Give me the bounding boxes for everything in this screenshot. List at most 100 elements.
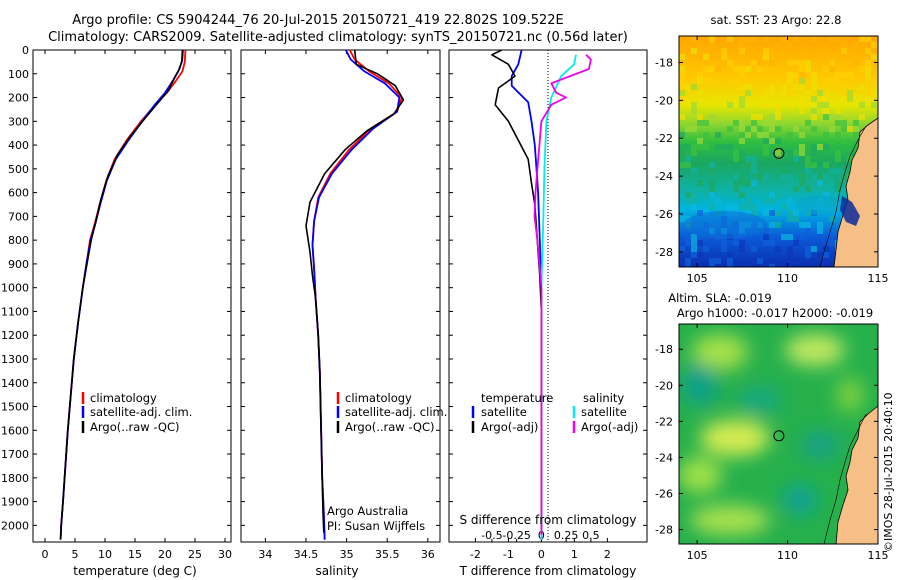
sst-pixel [679, 132, 685, 138]
sst-pixel [757, 66, 763, 72]
sst-pixel [757, 60, 763, 66]
sst-pixel [865, 36, 871, 42]
sst-pixel [799, 72, 805, 78]
sst-pixel [799, 180, 805, 186]
sst-pixel [685, 84, 691, 90]
sst-pixel [727, 144, 733, 150]
difference-s-label: S difference from climatology [460, 513, 637, 527]
sst-pixel [841, 138, 847, 144]
sst-pixel [853, 132, 859, 138]
sst-pixel [769, 210, 775, 216]
sst-argo-position-marker [773, 147, 785, 159]
sst-pixel [679, 84, 685, 90]
sst-pixel [823, 246, 829, 252]
sst-pixel [835, 186, 841, 192]
sst-pixel [745, 36, 751, 42]
sst-pixel [793, 36, 799, 42]
sst-pixel [787, 210, 793, 216]
sst-pixel [793, 210, 799, 216]
sst-pixel [835, 36, 841, 42]
sst-pixel [787, 90, 793, 96]
sst-pixel [739, 138, 745, 144]
sst-pixel [679, 264, 685, 267]
sst-pixel [853, 42, 859, 48]
map-lat-label: -18 [655, 343, 673, 356]
sst-pixel [763, 234, 769, 240]
sst-pixel [691, 150, 697, 156]
sst-pixel [823, 252, 829, 258]
sst-pixel [733, 240, 739, 246]
depth-tick-label: 500 [8, 163, 29, 176]
sst-pixel [853, 48, 859, 54]
map-lon-label: 110 [777, 272, 798, 285]
depth-tick-label: 1700 [1, 448, 29, 461]
sst-pixel [691, 258, 697, 264]
sla-map-title: Altim. SLA: -0.019 [668, 291, 772, 305]
map-lat-label: -24 [655, 170, 673, 183]
sst-pixel [763, 90, 769, 96]
sst-pixel [817, 144, 823, 150]
sst-pixel [859, 36, 865, 42]
sst-pixel [739, 150, 745, 156]
difference-legend-targo-label: Argo(-adj) [481, 420, 538, 434]
sst-pixel [769, 120, 775, 126]
s-tick-label: 0.5 [582, 529, 600, 542]
sst-pixel [841, 120, 847, 126]
sst-pixel [733, 264, 739, 267]
sst-pixel [715, 132, 721, 138]
sst-pixel [769, 90, 775, 96]
sst-pixel [751, 114, 757, 120]
series-0-0 [59, 49, 187, 540]
sst-pixel [775, 246, 781, 252]
depth-tick-label: 1100 [1, 305, 29, 318]
sst-pixel [871, 102, 877, 108]
sst-pixel [865, 72, 871, 78]
sst-pixel [811, 114, 817, 120]
sst-pixel [799, 222, 805, 228]
sst-pixel [691, 102, 697, 108]
t-tick-label: -2 [470, 548, 481, 561]
map-lat-label: -28 [655, 246, 673, 259]
sst-pixel [817, 84, 823, 90]
sst-pixel [799, 156, 805, 162]
sst-pixel [841, 96, 847, 102]
sst-pixel [811, 258, 817, 264]
t-tick-label: 2 [604, 548, 611, 561]
sst-pixel [865, 90, 871, 96]
sst-pixel [697, 120, 703, 126]
sst-pixel [763, 210, 769, 216]
sst-pixel [805, 186, 811, 192]
sst-pixel [811, 150, 817, 156]
sst-pixel [739, 36, 745, 42]
sst-pixel [793, 186, 799, 192]
sst-pixel [745, 180, 751, 186]
map-lat-label: -20 [655, 94, 673, 107]
difference-legend-ssat-label: satellite [581, 405, 627, 419]
sst-pixel [763, 264, 769, 267]
sst-pixel [823, 78, 829, 84]
sst-pixel [775, 78, 781, 84]
s-tick-label: 0.25 [554, 529, 579, 542]
sst-pixel [805, 246, 811, 252]
sst-pixel [799, 78, 805, 84]
salinity-x-axis: 34 34.5 35 35.5 36 [258, 50, 435, 561]
sst-pixel [775, 138, 781, 144]
series-2-1 [491, 49, 543, 535]
sst-pixel [727, 252, 733, 258]
map-lat-label: -22 [655, 132, 673, 145]
sst-pixel [787, 234, 793, 240]
sst-pixel [793, 258, 799, 264]
sst-pixel [745, 66, 751, 72]
sst-pixel [709, 36, 715, 42]
sst-pixel [823, 114, 829, 120]
sst-pixel [715, 198, 721, 204]
sst-pixel [787, 216, 793, 222]
sst-lat-axis: -18 -20 -22 -24 -26 -28 [655, 57, 878, 259]
sst-pixel [835, 108, 841, 114]
depth-tick-label: 800 [8, 234, 29, 247]
map-lon-label: 105 [687, 549, 708, 562]
x-tick-label: 35.5 [375, 548, 400, 561]
map-lon-label: 115 [868, 272, 889, 285]
sst-pixel [709, 54, 715, 60]
sst-pixel [769, 222, 775, 228]
